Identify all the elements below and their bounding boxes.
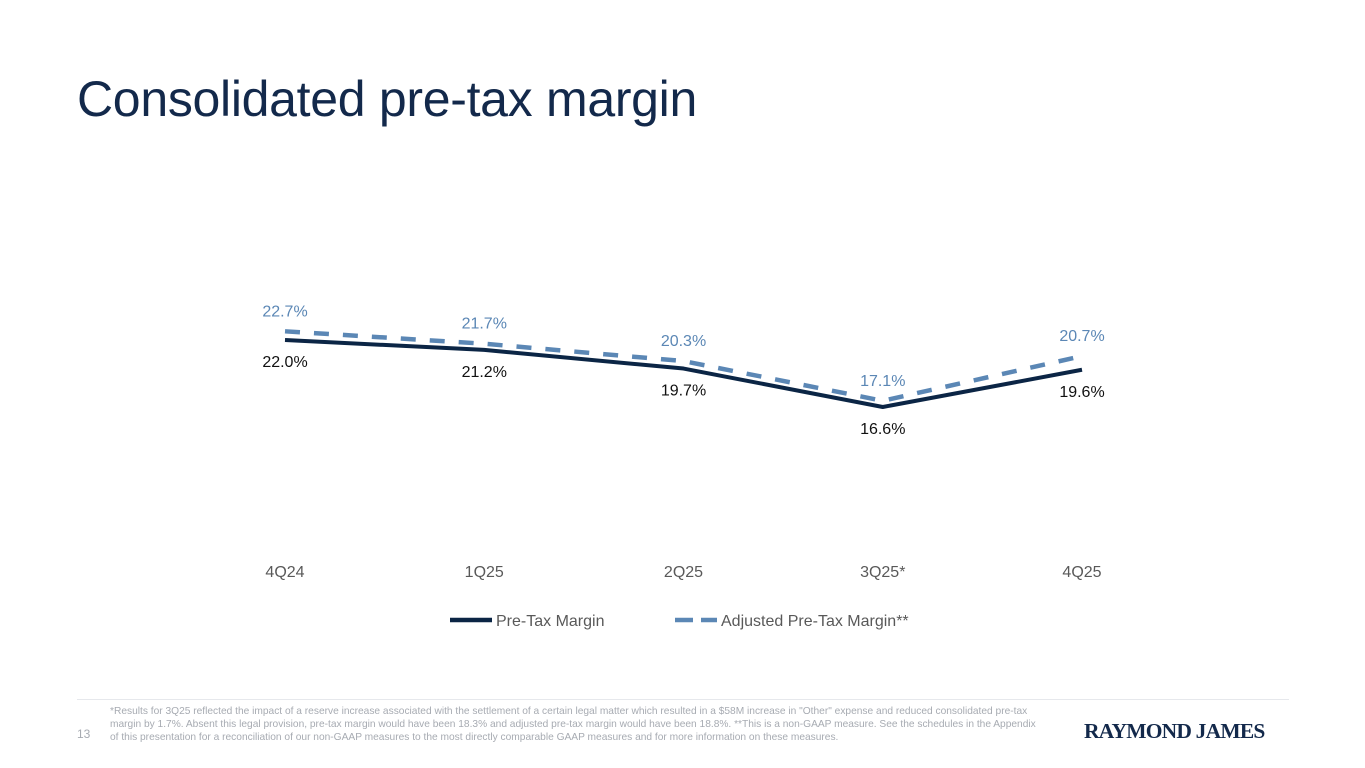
data-labels: 22.0% 21.2% 19.7% 16.6% 19.6% 22.7% 21.7% 20.3%…	[262, 303, 1104, 438]
adjusted-data-label: 17.1%	[860, 373, 905, 390]
legend-item: Pre-Tax Margin	[450, 613, 604, 630]
adjusted-data-label: 22.7%	[262, 303, 307, 320]
x-axis-tick-label: 4Q25	[1062, 564, 1101, 581]
pre-tax-data-label: 21.2%	[462, 364, 507, 381]
x-axis-tick-label: 4Q24	[265, 564, 304, 581]
legend: Pre-Tax Margin Adjusted Pre-Tax Margin**	[450, 613, 909, 630]
x-axis-tick-label: 3Q25*	[860, 564, 905, 581]
x-axis-tick-labels: 4Q24 1Q25 2Q25 3Q25* 4Q25	[265, 564, 1101, 581]
page-title: Consolidated pre-tax margin	[77, 71, 698, 127]
adjusted-data-label: 20.3%	[661, 333, 706, 350]
adjusted-pre-tax-margin-line	[284, 329, 1083, 404]
page-number: 13	[77, 727, 91, 741]
series-lines	[284, 329, 1083, 409]
x-axis-tick-label: 2Q25	[664, 564, 703, 581]
adjusted-data-label: 21.7%	[462, 316, 507, 333]
pre-tax-data-label: 22.0%	[262, 354, 307, 371]
legend-label: Pre-Tax Margin	[496, 613, 604, 630]
pre-tax-margin-line	[284, 338, 1083, 409]
x-axis-tick-label: 1Q25	[465, 564, 504, 581]
pre-tax-data-label: 16.6%	[860, 421, 905, 438]
legend-label: Adjusted Pre-Tax Margin**	[721, 613, 909, 630]
adjusted-data-label: 20.7%	[1059, 328, 1104, 345]
footer-divider	[77, 699, 1289, 700]
legend-item: Adjusted Pre-Tax Margin**	[675, 613, 909, 630]
raymond-james-logo: RAYMOND JAMES	[1084, 719, 1265, 743]
footnote: *Results for 3Q25 reflected the impact o…	[110, 706, 1036, 744]
pre-tax-data-label: 19.6%	[1059, 384, 1104, 401]
pre-tax-data-label: 19.7%	[661, 383, 706, 400]
